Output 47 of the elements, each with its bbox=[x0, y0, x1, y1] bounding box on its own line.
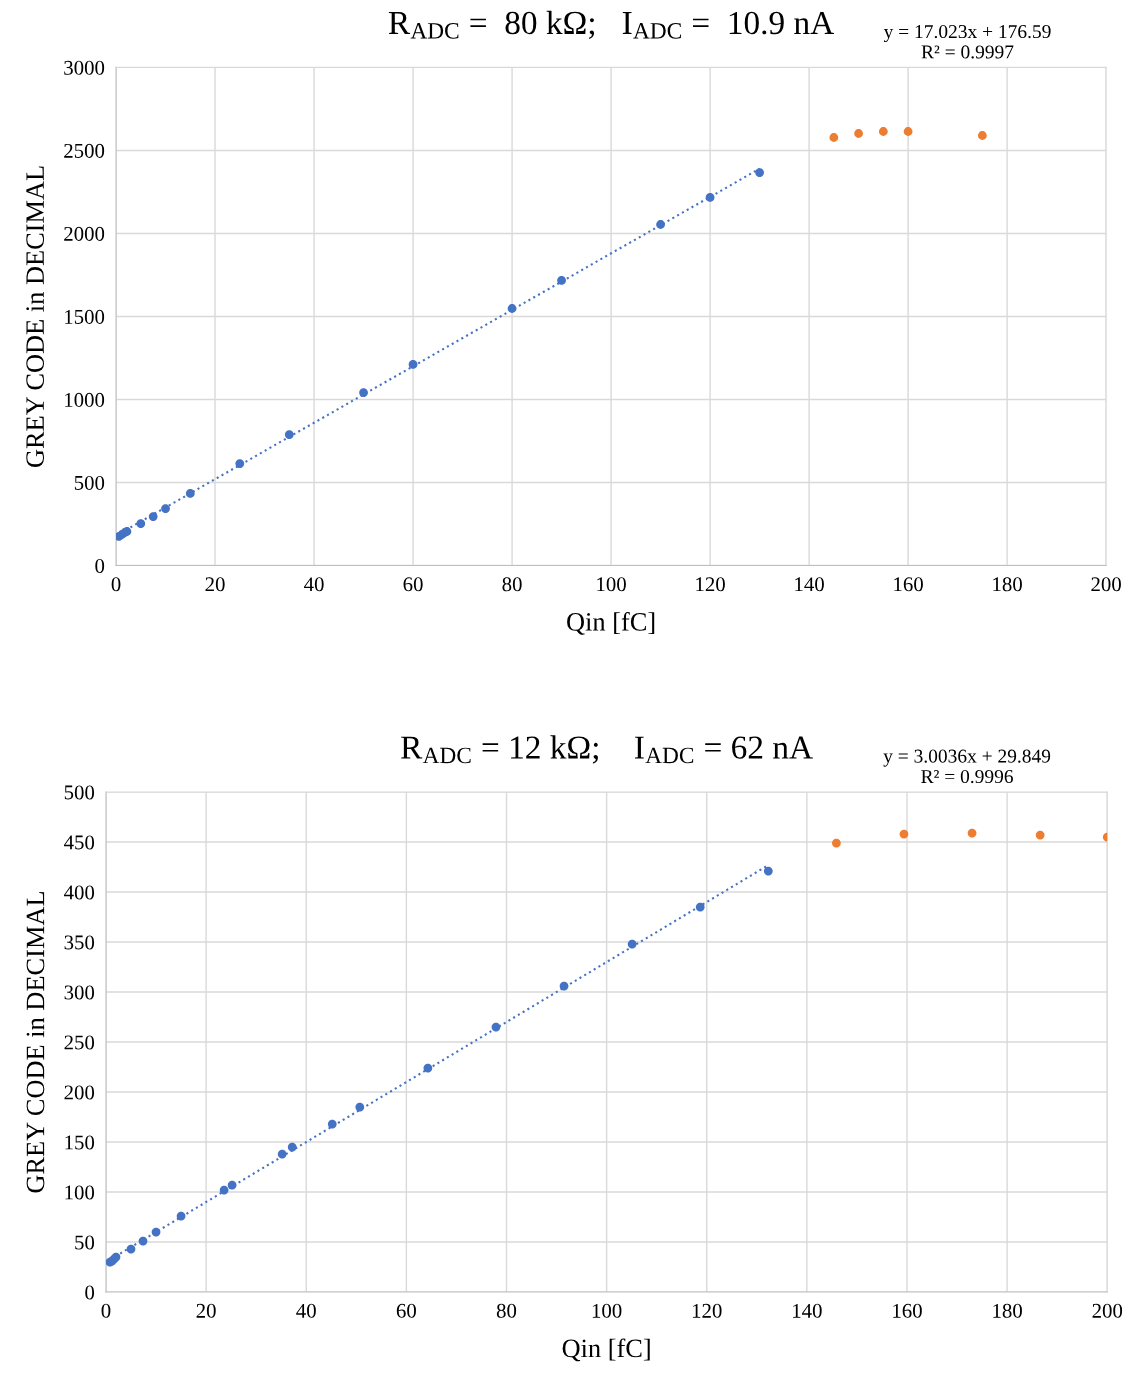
text: y = 3.0036x + 29.849 R² = 0.9996 bbox=[883, 749, 1051, 784]
y-tick-label: 100 bbox=[65, 1185, 95, 1200]
y-tick-label: 500 bbox=[64, 785, 95, 800]
y-axis-title: GREY CODE in DECIMAL bbox=[26, 166, 45, 467]
y-tick-label: 50 bbox=[75, 1235, 95, 1250]
x-tick-label: 140 bbox=[795, 577, 824, 592]
x-tick-label: 20 bbox=[205, 577, 225, 592]
x-tick-label: 0 bbox=[111, 577, 121, 592]
x-tick-label: 60 bbox=[396, 1303, 416, 1318]
x-axis-title: Qin [fC] bbox=[567, 611, 655, 635]
x-tick-label: 80 bbox=[502, 577, 522, 592]
x-tick-label: 80 bbox=[496, 1303, 517, 1318]
x-tick-label: 160 bbox=[893, 1303, 922, 1318]
y-tick-label: 400 bbox=[64, 885, 95, 900]
y-tick-label: 2500 bbox=[64, 143, 105, 158]
x-tick-label: 100 bbox=[597, 577, 626, 592]
y-tick-label: 250 bbox=[64, 1035, 95, 1050]
x-axis-title: Qin [fC] bbox=[562, 1338, 650, 1362]
x-tick-label: 120 bbox=[692, 1303, 722, 1318]
y-tick-label: 1000 bbox=[65, 392, 105, 407]
y-tick-label: 3000 bbox=[64, 60, 105, 75]
y-tick-label: 0 bbox=[85, 1285, 95, 1300]
y-tick-label: 0 bbox=[95, 558, 105, 573]
y-tick-label: 350 bbox=[64, 935, 95, 950]
x-tick-label: 180 bbox=[993, 1303, 1022, 1318]
y-tick-label: 450 bbox=[64, 835, 95, 850]
x-tick-label: 200 bbox=[1091, 577, 1121, 592]
y-tick-label: 2000 bbox=[64, 226, 105, 241]
x-tick-label: 140 bbox=[793, 1303, 822, 1318]
chart-title: R$_{ADC}$ = 80 kΩ; I$_{ADC}$ = 10.9 nA bbox=[388, 10, 834, 40]
chart-title: R$_{ADC}$ = 12 kΩ; I$_{ADC}$ = 62 nA bbox=[401, 735, 813, 764]
y-tick-label: 150 bbox=[65, 1135, 95, 1150]
x-tick-label: 120 bbox=[696, 577, 725, 592]
y-axis-title: GREY CODE in DECIMAL bbox=[26, 892, 45, 1193]
x-tick-label: 20 bbox=[196, 1303, 216, 1318]
x-tick-label: 160 bbox=[894, 577, 923, 592]
y-tick-label: 1500 bbox=[65, 309, 105, 324]
text: y = 17.023x + 176.59 R² = 0.9997 bbox=[883, 24, 1051, 59]
x-tick-label: 180 bbox=[993, 577, 1022, 592]
x-tick-label: 60 bbox=[403, 577, 423, 592]
y-tick-label: 500 bbox=[74, 475, 105, 490]
y-tick-label: 200 bbox=[64, 1085, 95, 1100]
y-tick-label: 300 bbox=[64, 985, 95, 1000]
x-tick-label: 200 bbox=[1092, 1303, 1123, 1318]
x-tick-label: 40 bbox=[304, 577, 324, 592]
x-tick-label: 100 bbox=[592, 1303, 622, 1318]
x-tick-label: 40 bbox=[296, 1303, 316, 1318]
